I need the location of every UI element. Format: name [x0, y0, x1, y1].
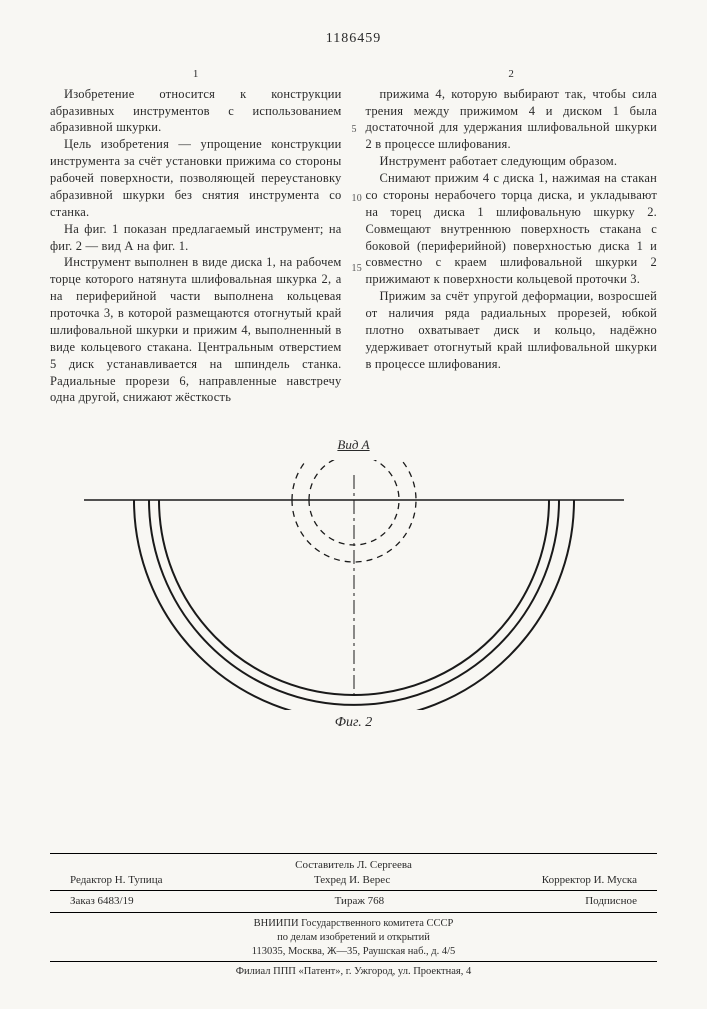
figure-view-label: Вид А [325, 436, 381, 454]
credits-corrector: Корректор И. Муска [542, 873, 637, 888]
figure-block: Вид А 66 Фиг. 2 [50, 436, 657, 732]
credits-editor: Редактор Н. Тупица [70, 873, 162, 888]
credits-tirazh: Тираж 768 [335, 894, 385, 909]
col2-para1: прижима 4, которую выбирают так, чтобы с… [366, 86, 658, 154]
credits-order: Заказ 6483/19 [70, 894, 134, 909]
col2-para2: Инструмент работает следующим образом. [366, 153, 658, 170]
mark-5: 5 [352, 123, 362, 137]
line-marks: 5 10 15 [352, 67, 362, 276]
text-columns: 1 Изобретение относится к конструкции аб… [50, 67, 657, 406]
col2-para4: Прижим за счёт упругой деформации, возро… [366, 288, 658, 372]
col1-para1: Изобретение относится к конструкции абра… [50, 86, 342, 137]
credits-pub1: ВНИИПИ Государственного комитета СССР [50, 917, 657, 931]
col1-para3: На фиг. 1 показан предлагаемый инструмен… [50, 221, 342, 255]
col1-para4: Инструмент выполнен в виде диска 1, на р… [50, 254, 342, 406]
credits-pub2: по делам изобретений и открытий [50, 931, 657, 945]
figure-svg: 66 [74, 460, 634, 710]
document-number: 1186459 [50, 30, 657, 49]
col2-para3: Снимают прижим 4 с диска 1, нажимая на с… [366, 170, 658, 288]
mark-15: 15 [352, 262, 362, 276]
credits-sign: Подписное [585, 894, 637, 909]
credits-tech: Техред И. Верес [314, 873, 390, 888]
credits-compiler: Составитель Л. Сергеева [50, 858, 657, 873]
credits-pub3: 113035, Москва, Ж—35, Раушская наб., д. … [50, 945, 657, 959]
credits-pub4: Филиал ППП «Патент», г. Ужгород, ул. Про… [50, 965, 657, 979]
col1-number: 1 [50, 67, 342, 82]
col2-number: 2 [366, 67, 658, 82]
column-right: 5 10 15 2 прижима 4, которую выбирают та… [366, 67, 658, 406]
col1-para2: Цель изобретения — упрощение конструкции… [50, 136, 342, 220]
column-left: 1 Изобретение относится к конструкции аб… [50, 67, 342, 406]
credits-block: Составитель Л. Сергеева Редактор Н. Тупи… [50, 853, 657, 979]
figure-caption: Фиг. 2 [50, 714, 657, 733]
mark-10: 10 [352, 192, 362, 206]
